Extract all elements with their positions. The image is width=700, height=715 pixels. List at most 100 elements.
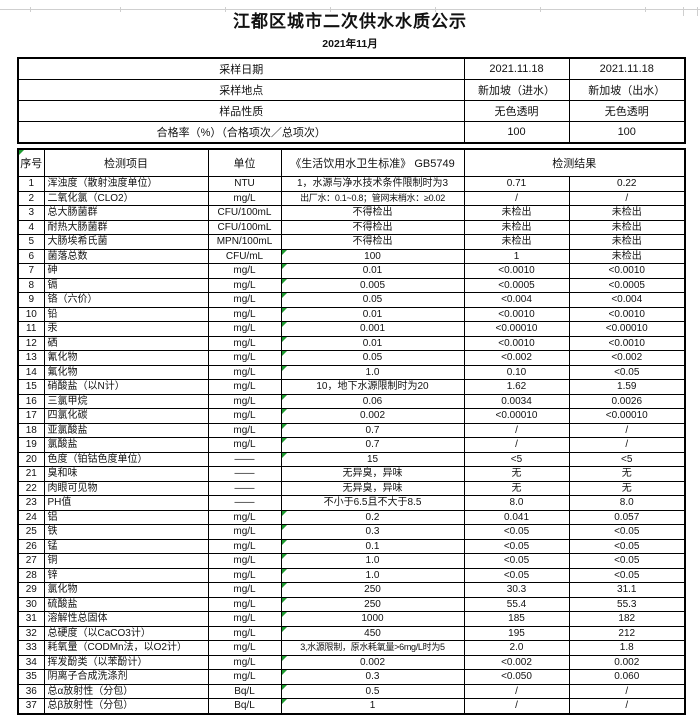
result-inlet-cell: <0.0010	[463, 263, 570, 279]
excel-flag-icon	[282, 394, 287, 400]
seq-cell: 18	[17, 422, 45, 438]
table-row: 24 铝 mg/L 0.2 0.041 0.057	[17, 509, 686, 525]
result-inlet-cell: 8.0	[463, 495, 570, 511]
summary-label: 采样地点	[17, 79, 465, 101]
result-outlet-cell: 1.8	[568, 640, 686, 656]
table-row: 22 肉眼可见物 —— 无异臭，异味 无 无	[17, 480, 686, 496]
standard-cell: 0.2	[280, 509, 465, 525]
standard-cell: 无异臭，异味	[280, 466, 465, 482]
result-outlet-cell: /	[568, 437, 686, 453]
table-row: 13 氰化物 mg/L 0.05 <0.002 <0.002	[17, 350, 686, 366]
col-header-unit: 单位	[207, 148, 282, 177]
result-inlet-cell: /	[463, 698, 570, 714]
item-cell: 锌	[43, 567, 209, 583]
seq-cell: 16	[17, 393, 45, 409]
unit-cell: mg/L	[207, 292, 282, 308]
table-row: 33 耗氧量（CODMn法，以O2计） mg/L 3,水源限制，原水耗氧量>6m…	[17, 640, 686, 656]
table-row: 15 硝酸盐（以N计） mg/L 10，地下水源限制时为20 1.62 1.59	[17, 379, 686, 395]
unit-cell: ——	[207, 466, 282, 482]
unit-cell: CFU/100mL	[207, 219, 282, 235]
standard-cell: 0.3	[280, 669, 465, 685]
results-table-body: 1 浑浊度（散射浊度单位） NTU 1，水源与净水技术条件限制时为3 0.71 …	[17, 176, 686, 714]
seq-cell: 26	[17, 538, 45, 554]
standard-cell: 0.05	[280, 350, 465, 366]
seq-cell: 24	[17, 509, 45, 525]
unit-cell: mg/L	[207, 538, 282, 554]
seq-cell: 37	[17, 698, 45, 714]
item-cell: PH值	[43, 495, 209, 511]
item-cell: 锰	[43, 538, 209, 554]
excel-flag-icon	[282, 423, 287, 429]
seq-cell: 21	[17, 466, 45, 482]
item-cell: 菌落总数	[43, 248, 209, 264]
item-cell: 硒	[43, 335, 209, 351]
seq-cell: 13	[17, 350, 45, 366]
col-header-result: 检测结果	[463, 148, 686, 177]
item-cell: 耐热大肠菌群	[43, 219, 209, 235]
item-cell: 铅	[43, 306, 209, 322]
result-outlet-cell: 1.59	[568, 379, 686, 395]
result-outlet-cell: /	[568, 683, 686, 699]
result-inlet-cell: /	[463, 422, 570, 438]
unit-cell: ——	[207, 495, 282, 511]
summary-row: 合格率（%）（合格项次／总项次） 100 100	[17, 121, 686, 144]
table-row: 16 三氯甲烷 mg/L 0.06 0.0034 0.0026	[17, 393, 686, 409]
col-header-seq: 序号	[17, 148, 45, 177]
excel-flag-icon	[19, 150, 24, 155]
standard-cell: 0.002	[280, 654, 465, 670]
seq-cell: 30	[17, 596, 45, 612]
item-cell: 色度（铂钴色度单位）	[43, 451, 209, 467]
result-inlet-cell: <0.05	[463, 538, 570, 554]
item-cell: 浑浊度（散射浊度单位）	[43, 176, 209, 192]
table-row: 32 总硬度（以CaCO3计） mg/L 450 195 212	[17, 625, 686, 641]
excel-flag-icon	[282, 539, 287, 545]
seq-cell: 10	[17, 306, 45, 322]
item-cell: 总β放射性（分包）	[43, 698, 209, 714]
excel-flag-icon	[282, 670, 287, 675]
summary-value-inlet: 100	[463, 121, 570, 144]
col-header-standard: 《生活饮用水卫生标准》 GB5749	[280, 148, 465, 177]
table-row: 25 铁 mg/L 0.3 <0.05 <0.05	[17, 524, 686, 540]
standard-cell: 3,水源限制，原水耗氧量>6mg/L时为5	[280, 640, 465, 656]
table-row: 36 总α放射性（分包） Bq/L 0.5 / /	[17, 683, 686, 699]
result-outlet-cell: <0.05	[568, 538, 686, 554]
result-inlet-cell: 未检出	[463, 205, 570, 221]
item-cell: 硝酸盐（以N计）	[43, 379, 209, 395]
excel-flag-icon	[282, 249, 287, 255]
unit-cell: mg/L	[207, 393, 282, 409]
item-cell: 挥发酚类（以苯酚计）	[43, 654, 209, 670]
standard-cell: 0.01	[280, 335, 465, 351]
result-outlet-cell: 0.22	[568, 176, 686, 192]
result-outlet-cell: <5	[568, 451, 686, 467]
result-inlet-cell: /	[463, 437, 570, 453]
unit-cell: ——	[207, 480, 282, 496]
summary-value-outlet: 100	[568, 121, 686, 144]
seq-cell: 9	[17, 292, 45, 308]
unit-cell: mg/L	[207, 640, 282, 656]
item-cell: 总大肠菌群	[43, 205, 209, 221]
table-row: 18 亚氯酸盐 mg/L 0.7 / /	[17, 422, 686, 438]
unit-cell: mg/L	[207, 350, 282, 366]
table-row: 23 PH值 —— 不小于6.5且不大于8.5 8.0 8.0	[17, 495, 686, 511]
standard-cell: 10，地下水源限制时为20	[280, 379, 465, 395]
unit-cell: CFU/100mL	[207, 205, 282, 221]
result-inlet-cell: <0.0010	[463, 335, 570, 351]
item-cell: 四氯化碳	[43, 408, 209, 424]
excel-flag-icon	[282, 307, 287, 313]
result-inlet-cell: 1	[463, 248, 570, 264]
table-row: 11 汞 mg/L 0.001 <0.00010 <0.00010	[17, 321, 686, 337]
summary-value-outlet: 无色透明	[568, 100, 686, 122]
result-inlet-cell: 无	[463, 466, 570, 482]
standard-cell: 0.001	[280, 321, 465, 337]
standard-cell: 1，水源与净水技术条件限制时为3	[280, 176, 465, 192]
item-cell: 铁	[43, 524, 209, 540]
unit-cell: NTU	[207, 176, 282, 192]
summary-row: 样品性质 无色透明 无色透明	[17, 100, 686, 122]
result-outlet-cell: 无	[568, 466, 686, 482]
item-cell: 镉	[43, 277, 209, 293]
result-outlet-cell: 31.1	[568, 582, 686, 598]
result-outlet-cell: <0.002	[568, 350, 686, 366]
table-row: 2 二氧化氯（CLO2） mg/L 出厂水：0.1~0.8；管网末梢水：≥0.0…	[17, 190, 686, 206]
table-row: 26 锰 mg/L 0.1 <0.05 <0.05	[17, 538, 686, 554]
table-row: 4 耐热大肠菌群 CFU/100mL 不得检出 未检出 未检出	[17, 219, 686, 235]
